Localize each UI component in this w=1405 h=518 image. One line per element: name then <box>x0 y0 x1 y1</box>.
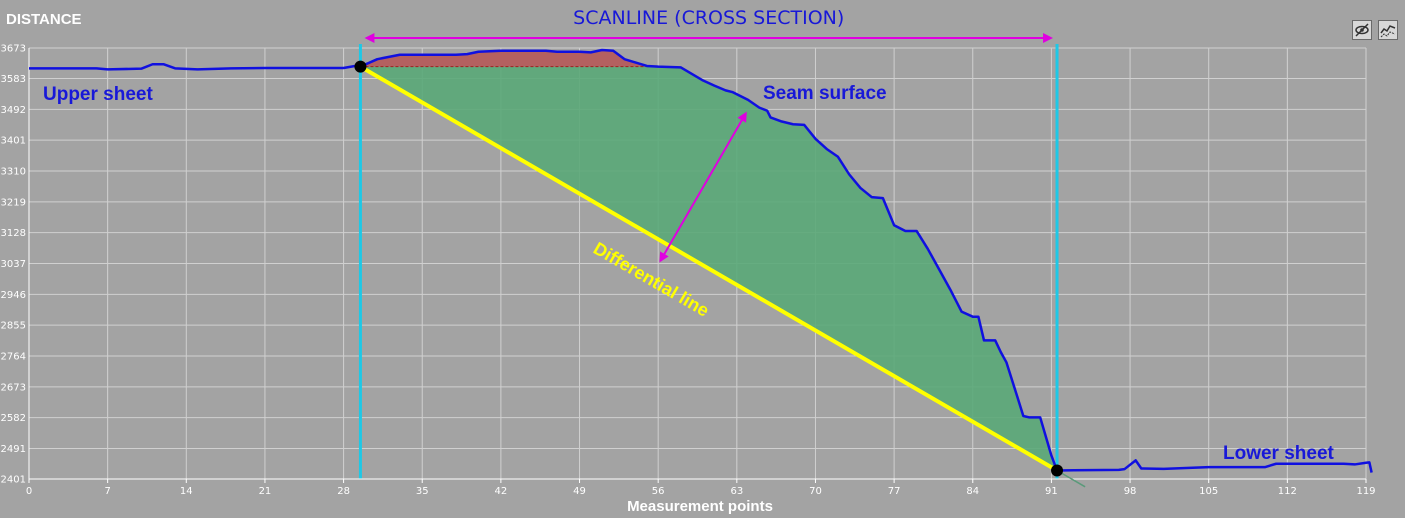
y-tick-label: 3583 <box>1 74 26 85</box>
series <box>29 48 1373 488</box>
x-axis-label: Measurement points <box>627 498 773 515</box>
upper-sheet-label: Upper sheet <box>43 84 153 105</box>
x-tick-label: 0 <box>26 486 32 497</box>
y-tick-label: 2946 <box>1 290 26 301</box>
x-tick-label: 119 <box>1356 486 1375 497</box>
chart-title: DISTANCE <box>6 11 82 28</box>
y-tick-label: 2491 <box>1 444 26 455</box>
scanline-bounds <box>358 44 1059 479</box>
x-tick-label: 84 <box>966 486 979 497</box>
x-tick-label: 91 <box>1045 486 1058 497</box>
y-tick-label: 2855 <box>1 321 26 332</box>
x-tick-label: 105 <box>1199 486 1218 497</box>
x-tick-label: 98 <box>1124 486 1137 497</box>
y-tick-label: 3492 <box>1 105 26 116</box>
x-tick-label: 56 <box>652 486 665 497</box>
x-tick-label: 14 <box>180 486 193 497</box>
y-tick-label: 2582 <box>1 413 26 424</box>
series-line <box>29 48 1373 473</box>
y-tick-label: 2401 <box>1 475 26 486</box>
differential-line <box>359 64 1059 473</box>
visibility-off-icon[interactable] <box>1352 20 1372 40</box>
axes: 2401 2491 2582 2673 2764 2855 2946 3037 3128 3219… <box>1 44 1376 498</box>
x-tick-label: 77 <box>888 486 901 497</box>
chart-toolbar <box>1352 20 1398 40</box>
seam-gap-arrow <box>659 111 747 263</box>
above-reference-fill <box>360 50 659 67</box>
x-tick-label: 35 <box>416 486 429 497</box>
x-tick-label: 63 <box>730 486 743 497</box>
y-tick-label: 2673 <box>1 382 26 393</box>
y-tick-label: 3310 <box>1 166 26 177</box>
x-tick-label: 70 <box>809 486 822 497</box>
y-tick-label: 3128 <box>1 228 26 239</box>
y-tick-label: 3219 <box>1 197 26 208</box>
scanline-label: SCANLINE (CROSS SECTION) <box>573 7 844 29</box>
lower-sheet-label: Lower sheet <box>1223 443 1335 464</box>
x-tick-label: 42 <box>495 486 508 497</box>
endpoint-marker <box>1051 464 1064 477</box>
chart-style-icon[interactable] <box>1378 20 1398 40</box>
filled-regions <box>360 50 1058 471</box>
endpoint-marker <box>354 60 367 73</box>
seam-surface-label: Seam surface <box>763 83 887 104</box>
y-tick-label: 3673 <box>1 44 26 55</box>
y-tick-label: 2764 <box>1 352 26 363</box>
x-tick-label: 7 <box>104 486 110 497</box>
y-tick-label: 3401 <box>1 136 26 147</box>
x-tick-label: 21 <box>259 486 272 497</box>
x-tick-label: 112 <box>1278 486 1297 497</box>
x-tick-label: 49 <box>573 486 586 497</box>
x-tick-label: 28 <box>337 486 350 497</box>
y-tick-label: 3037 <box>1 259 26 270</box>
